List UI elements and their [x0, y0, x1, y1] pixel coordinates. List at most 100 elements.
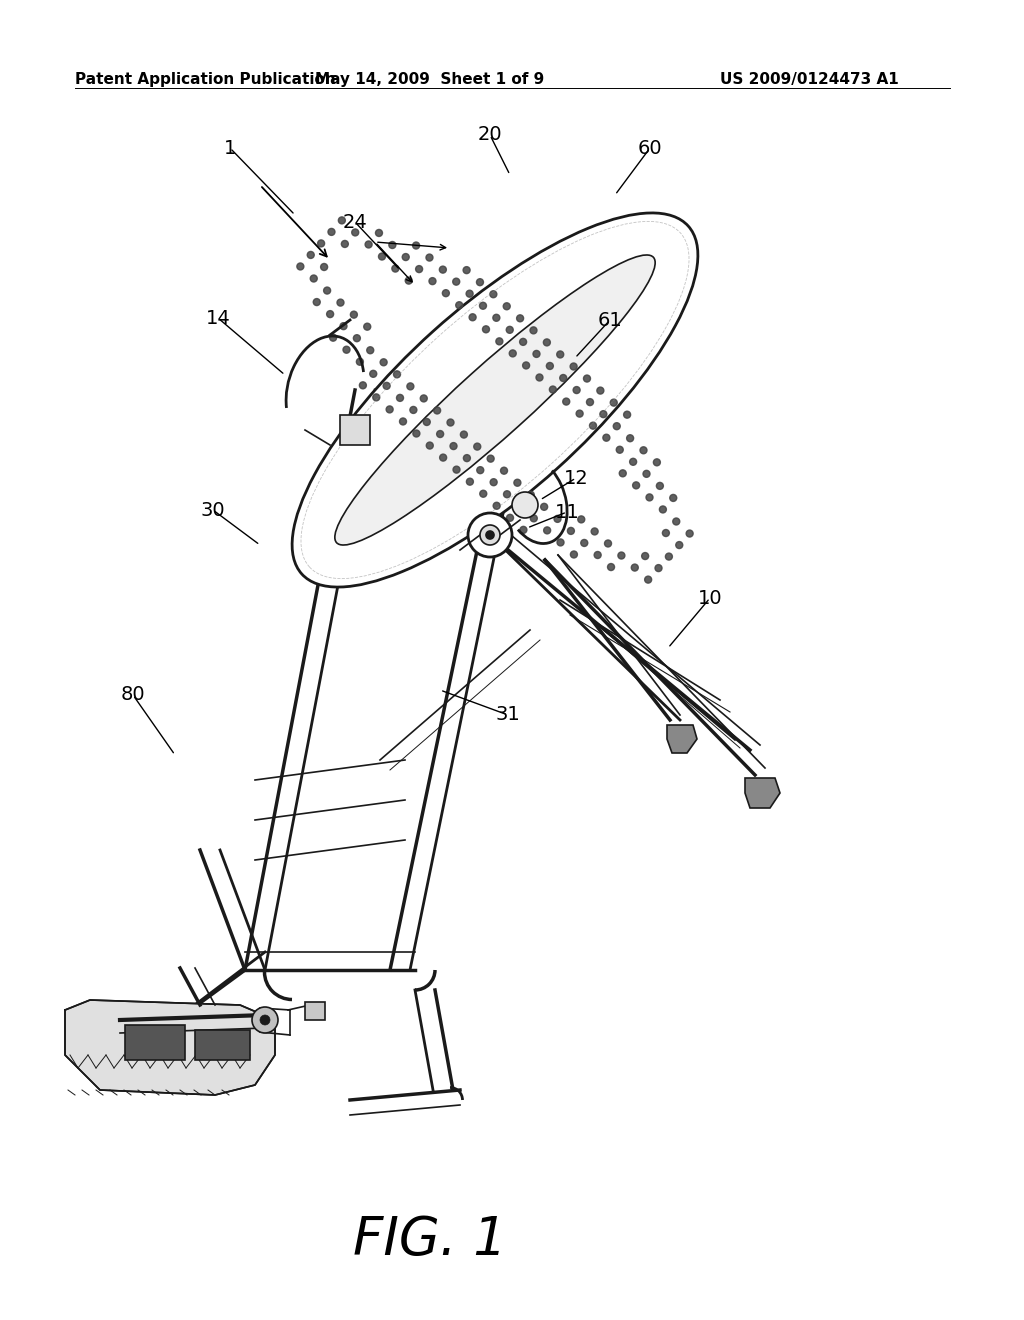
Text: FIG. 1: FIG. 1 [353, 1214, 507, 1266]
Circle shape [656, 482, 664, 490]
Circle shape [442, 289, 450, 297]
Text: 30: 30 [201, 500, 225, 520]
Circle shape [670, 495, 677, 502]
Circle shape [353, 335, 360, 342]
Circle shape [413, 242, 420, 249]
Circle shape [466, 478, 473, 486]
Polygon shape [745, 777, 780, 808]
Circle shape [509, 350, 516, 356]
Text: 80: 80 [121, 685, 145, 705]
Circle shape [420, 395, 427, 401]
Circle shape [517, 503, 524, 510]
Circle shape [307, 251, 314, 259]
Text: 31: 31 [496, 705, 520, 725]
Circle shape [469, 314, 476, 321]
Circle shape [468, 513, 512, 557]
Circle shape [587, 399, 594, 405]
Circle shape [480, 525, 500, 545]
Circle shape [544, 527, 551, 533]
Circle shape [453, 279, 460, 285]
Circle shape [631, 564, 638, 572]
Circle shape [504, 491, 511, 498]
Circle shape [474, 444, 480, 450]
Circle shape [624, 411, 631, 418]
Circle shape [317, 240, 325, 247]
Circle shape [341, 240, 348, 247]
Circle shape [376, 230, 383, 236]
Circle shape [406, 277, 413, 284]
Circle shape [686, 531, 693, 537]
Circle shape [581, 540, 588, 546]
Circle shape [557, 539, 564, 546]
Circle shape [530, 515, 538, 521]
Circle shape [594, 552, 601, 558]
Text: 14: 14 [206, 309, 230, 327]
Circle shape [429, 277, 436, 285]
Circle shape [549, 385, 556, 393]
Circle shape [482, 326, 489, 333]
Circle shape [607, 564, 614, 570]
Circle shape [646, 494, 653, 500]
Bar [125, 1026, 185, 1060]
Circle shape [547, 363, 553, 370]
Circle shape [476, 279, 483, 285]
Circle shape [673, 517, 680, 525]
Circle shape [506, 326, 513, 334]
Circle shape [520, 527, 527, 533]
Circle shape [570, 363, 578, 370]
Circle shape [613, 422, 621, 430]
Circle shape [616, 446, 624, 453]
Circle shape [567, 528, 574, 535]
Circle shape [486, 531, 494, 539]
Circle shape [519, 338, 526, 346]
Circle shape [554, 515, 561, 523]
Bar [195, 1030, 250, 1060]
Circle shape [340, 322, 347, 330]
Circle shape [630, 458, 637, 465]
Circle shape [386, 407, 393, 413]
Circle shape [666, 553, 673, 560]
Circle shape [350, 312, 357, 318]
Ellipse shape [335, 255, 655, 545]
Circle shape [530, 327, 537, 334]
Circle shape [436, 430, 443, 437]
Circle shape [359, 381, 367, 389]
Circle shape [310, 275, 317, 282]
Circle shape [507, 515, 513, 521]
Circle shape [366, 242, 372, 248]
Circle shape [356, 358, 364, 366]
Circle shape [410, 407, 417, 413]
Circle shape [456, 302, 463, 309]
Circle shape [503, 302, 510, 310]
Circle shape [643, 470, 650, 478]
Circle shape [642, 553, 648, 560]
Circle shape [447, 418, 454, 426]
Circle shape [640, 446, 647, 454]
Circle shape [327, 310, 334, 318]
Circle shape [297, 263, 304, 271]
Circle shape [426, 253, 433, 261]
Circle shape [324, 286, 331, 294]
Circle shape [573, 387, 581, 393]
Circle shape [321, 264, 328, 271]
Circle shape [252, 1007, 278, 1034]
Polygon shape [667, 725, 697, 752]
Circle shape [413, 430, 420, 437]
Circle shape [516, 314, 523, 322]
Circle shape [489, 290, 497, 298]
Text: 60: 60 [638, 139, 663, 157]
Circle shape [399, 418, 407, 425]
Circle shape [477, 467, 483, 474]
Text: 61: 61 [598, 310, 623, 330]
Circle shape [578, 516, 585, 523]
Circle shape [260, 1015, 270, 1026]
Text: May 14, 2009  Sheet 1 of 9: May 14, 2009 Sheet 1 of 9 [315, 73, 545, 87]
Circle shape [627, 434, 634, 442]
Text: 24: 24 [343, 213, 368, 231]
Text: Patent Application Publication: Patent Application Publication [75, 73, 336, 87]
Bar [340, 414, 370, 445]
Circle shape [653, 459, 660, 466]
Circle shape [330, 334, 337, 341]
Circle shape [337, 300, 344, 306]
Circle shape [450, 442, 457, 450]
